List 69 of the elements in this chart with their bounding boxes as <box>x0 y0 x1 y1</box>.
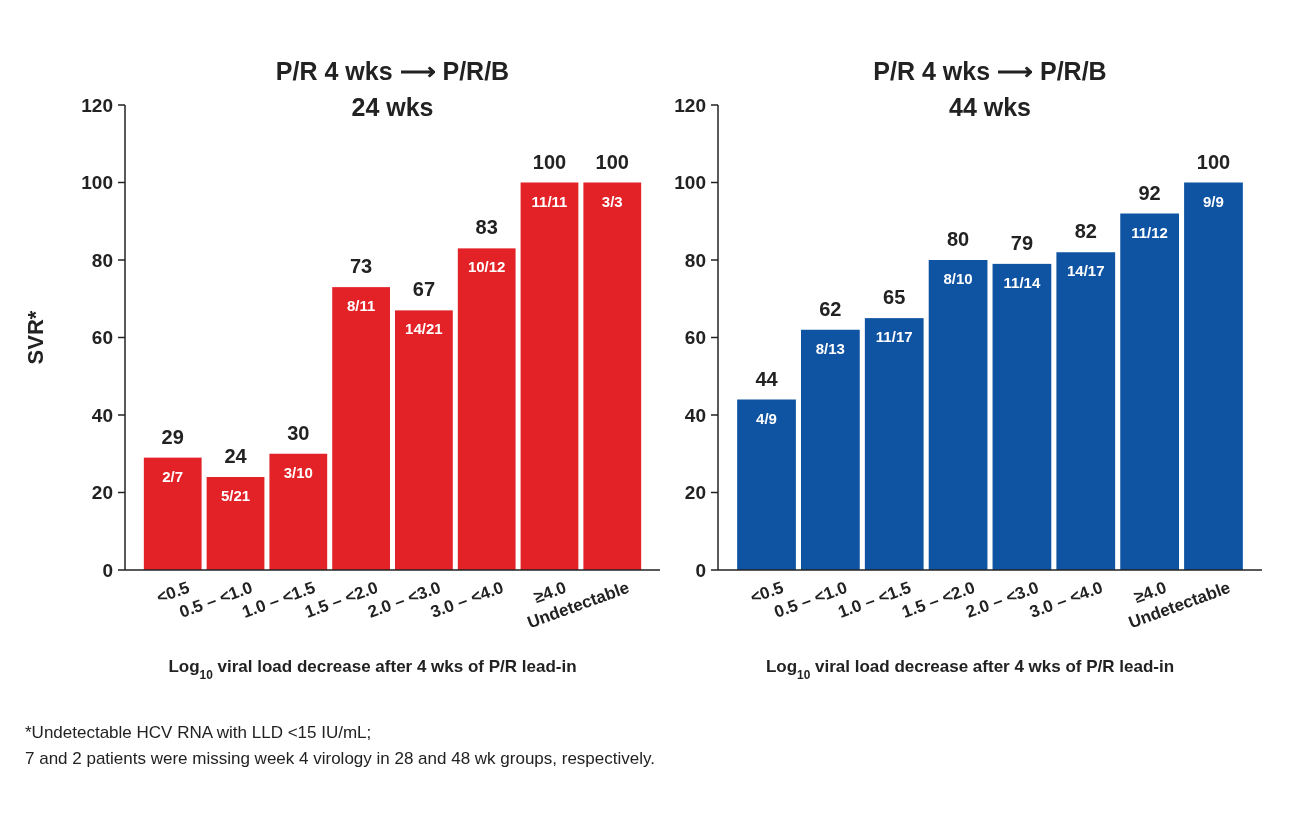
data-label: 29 <box>161 425 184 448</box>
annotation: 3/3 <box>601 192 623 210</box>
annotation: 11/14 <box>1003 273 1041 291</box>
y-tick-label: 0 <box>695 559 706 581</box>
annotation: 4/9 <box>756 409 777 427</box>
bar <box>395 310 453 570</box>
y-tick-label: 40 <box>91 404 113 426</box>
y-tick-label: 80 <box>684 249 706 271</box>
annotation: 8/11 <box>346 297 376 315</box>
data-label: 44 <box>755 367 779 390</box>
annotation: 2/7 <box>162 467 184 485</box>
data-label: 82 <box>1074 220 1097 243</box>
data-label: 100 <box>1196 150 1231 173</box>
bar <box>143 457 202 570</box>
annotation: 14/17 <box>1067 262 1105 280</box>
y-tick-label: 60 <box>684 327 706 349</box>
data-label: 100 <box>595 150 629 173</box>
data-label: 24 <box>224 445 248 467</box>
data-label: 67 <box>412 278 436 301</box>
y-tick-label: 100 <box>674 172 706 194</box>
bar <box>1120 213 1179 570</box>
data-label: 79 <box>1010 231 1034 254</box>
annotation: 11/17 <box>875 328 913 346</box>
bar <box>457 248 516 570</box>
bar <box>332 287 390 570</box>
bar <box>206 477 265 570</box>
annotation: 8/10 <box>943 270 973 287</box>
annotation: 11/12 <box>1131 223 1168 241</box>
annotation: 8/13 <box>815 339 845 357</box>
y-tick-label: 60 <box>91 327 113 349</box>
data-label: 62 <box>819 297 842 320</box>
data-label: 100 <box>532 150 567 173</box>
text: *Undetectable HCV RNA with LLD <15 IU/mL; <box>25 723 372 742</box>
y-tick-label: 120 <box>674 94 706 116</box>
annotation: 11/11 <box>531 192 568 210</box>
annotation: 10/12 <box>467 258 506 276</box>
bar <box>928 260 988 570</box>
y-tick-label: 80 <box>91 249 113 271</box>
y-axis-title: SVR* <box>23 310 48 365</box>
data-label: 65 <box>883 286 906 309</box>
bar <box>269 453 328 570</box>
annotation: 5/21 <box>220 487 251 504</box>
bar <box>737 399 796 570</box>
annotation: 9/9 <box>1203 192 1224 210</box>
bar <box>520 182 579 570</box>
chart-title: P/R 4 wks ⟶ P/R/B 24 wks <box>275 57 510 121</box>
annotation: 3/10 <box>283 463 313 481</box>
bar <box>864 318 924 570</box>
data-label: 92 <box>1138 181 1161 204</box>
x-axis-title: Log$_{10}$ viral load decrease after 4 wks of P/R lead-in <box>765 657 1175 682</box>
bar <box>992 263 1052 570</box>
y-tick-label: 20 <box>684 482 706 504</box>
data-label: 80 <box>946 228 970 250</box>
y-tick-label: 120 <box>81 94 113 116</box>
text: 7 and 2 patients were missing week 4 virology in 28 and 48 wk groups, respectively. <box>25 749 655 768</box>
y-tick-label: 100 <box>81 172 113 194</box>
bar <box>801 329 860 570</box>
x-axis-title: Log$_{10}$ viral load decrease after 4 wks of P/R lead-in <box>168 657 577 682</box>
y-tick-label: 40 <box>684 404 706 426</box>
bar <box>583 182 642 570</box>
data-label: 30 <box>287 421 310 444</box>
data-label: 83 <box>475 216 498 239</box>
chart-title: P/R 4 wks ⟶ P/R/B 44 wks <box>873 57 1107 121</box>
bar <box>1056 252 1116 570</box>
bar <box>1184 182 1243 570</box>
y-tick-label: 0 <box>102 559 113 581</box>
annotation: 14/21 <box>405 320 443 338</box>
y-tick-label: 20 <box>91 482 113 504</box>
data-label: 73 <box>349 255 373 278</box>
